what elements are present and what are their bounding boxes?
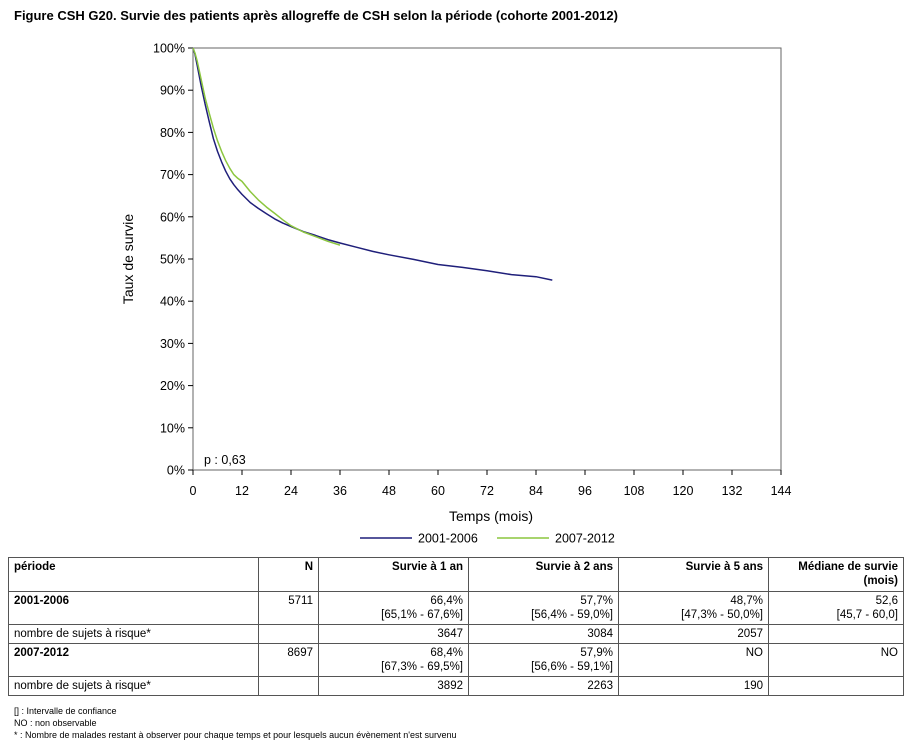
x-axis-label: Temps (mois) — [449, 508, 533, 524]
cell-survival-1y: 68,4% [67,3% - 69,5%] — [318, 643, 469, 677]
header-survival-5y: Survie à 5 ans — [618, 557, 769, 592]
x-tick-label: 132 — [722, 484, 743, 498]
y-tick-label: 10% — [160, 421, 185, 435]
y-tick-label: 70% — [160, 168, 185, 182]
y-tick-label: 90% — [160, 84, 185, 98]
y-tick-label: 40% — [160, 295, 185, 309]
y-tick-label: 0% — [167, 464, 185, 478]
header-median-survival: Médiane de survie (mois) — [768, 557, 904, 592]
y-tick-label: 30% — [160, 337, 185, 351]
chart-legend: 2001-2006 2007-2012 — [360, 532, 615, 546]
x-tick-label: 108 — [624, 484, 645, 498]
cell-n: 5711 — [258, 591, 319, 625]
cell-at-risk-5y: 2057 — [618, 624, 769, 644]
legend-label-2007-2012: 2007-2012 — [555, 532, 615, 546]
x-tick-label: 144 — [771, 484, 792, 498]
table-row: nombre de sujets à risque* 3892 2263 190 — [8, 676, 904, 696]
cell-at-risk-2y: 2263 — [468, 676, 619, 696]
x-tick-label: 24 — [284, 484, 298, 498]
y-axis-label: Taux de survie — [120, 214, 136, 304]
cell-at-risk-1y: 3647 — [318, 624, 469, 644]
header-survival-1y: Survie à 1 an — [318, 557, 469, 592]
series-line-2001-2006 — [192, 47, 553, 281]
period-label: 2001-2006 — [8, 591, 259, 625]
header-n: N — [258, 557, 319, 592]
cell-survival-5y: NO — [618, 643, 769, 677]
legend-label-2001-2006: 2001-2006 — [418, 532, 478, 546]
footnote: NO : non observable — [14, 718, 97, 728]
period-label: 2007-2012 — [8, 643, 259, 677]
survival-curves — [192, 47, 553, 281]
cell-survival-2y: 57,9% [56,6% - 59,1%] — [468, 643, 619, 677]
x-tick-label: 84 — [529, 484, 543, 498]
at-risk-label: nombre de sujets à risque* — [8, 676, 259, 696]
cell-median: NO — [768, 643, 904, 677]
footnote: [] : Intervalle de confiance — [14, 706, 117, 716]
y-tick-label: 60% — [160, 210, 185, 224]
x-axis: 0 12 24 36 48 60 72 84 96 108 120 132 144 — [190, 470, 792, 498]
table-header-row: période N Survie à 1 an Survie à 2 ans S… — [8, 557, 904, 592]
x-tick-label: 48 — [382, 484, 396, 498]
results-table: période N Survie à 1 an Survie à 2 ans S… — [8, 557, 904, 696]
x-tick-label: 72 — [480, 484, 494, 498]
cell-n: 8697 — [258, 643, 319, 677]
plot-frame — [192, 47, 782, 471]
cell-median: 52,6 [45,7 - 60,0] — [768, 591, 904, 625]
header-survival-2y: Survie à 2 ans — [468, 557, 619, 592]
at-risk-label: nombre de sujets à risque* — [8, 624, 259, 644]
cell-n — [258, 676, 319, 696]
table-row: 2001-2006 5711 66,4% [65,1% - 67,6%] 57,7… — [8, 591, 904, 625]
table-row: nombre de sujets à risque* 3647 3084 205… — [8, 624, 904, 644]
cell-median — [768, 624, 904, 644]
cell-n — [258, 624, 319, 644]
series-line-2007-2012 — [192, 47, 341, 246]
x-tick-label: 12 — [235, 484, 249, 498]
y-tick-label: 50% — [160, 253, 185, 267]
survival-chart: 0% 10% 20% 30% 40% 50% 60% 70% 80% 90% 100% 0 12 24 3… — [120, 42, 792, 546]
y-tick-label: 80% — [160, 126, 185, 140]
cell-survival-5y: 48,7% [47,3% - 50,0%] — [618, 591, 769, 625]
cell-median — [768, 676, 904, 696]
y-axis: 0% 10% 20% 30% 40% 50% 60% 70% 80% 90% 100% — [153, 42, 193, 478]
cell-survival-1y: 66,4% [65,1% - 67,6%] — [318, 591, 469, 625]
cell-at-risk-1y: 3892 — [318, 676, 469, 696]
x-tick-label: 120 — [673, 484, 694, 498]
x-tick-label: 36 — [333, 484, 347, 498]
footnotes: [] : Intervalle de confiance NO : non ob… — [14, 705, 456, 741]
x-tick-label: 0 — [190, 484, 197, 498]
cell-survival-2y: 57,7% [56,4% - 59,0%] — [468, 591, 619, 625]
header-period: période — [8, 557, 259, 592]
y-tick-label: 20% — [160, 379, 185, 393]
cell-at-risk-2y: 3084 — [468, 624, 619, 644]
figure-title: Figure CSH G20. Survie des patients aprè… — [14, 8, 618, 23]
table-row: 2007-2012 8697 68,4% [67,3% - 69,5%] 57,9… — [8, 643, 904, 677]
footnote: * : Nombre de malades restant à observer… — [14, 730, 457, 740]
x-tick-label: 96 — [578, 484, 592, 498]
x-tick-label: 60 — [431, 484, 445, 498]
y-tick-label: 100% — [153, 42, 185, 56]
p-value-annotation: p : 0,63 — [204, 453, 246, 467]
cell-at-risk-5y: 190 — [618, 676, 769, 696]
